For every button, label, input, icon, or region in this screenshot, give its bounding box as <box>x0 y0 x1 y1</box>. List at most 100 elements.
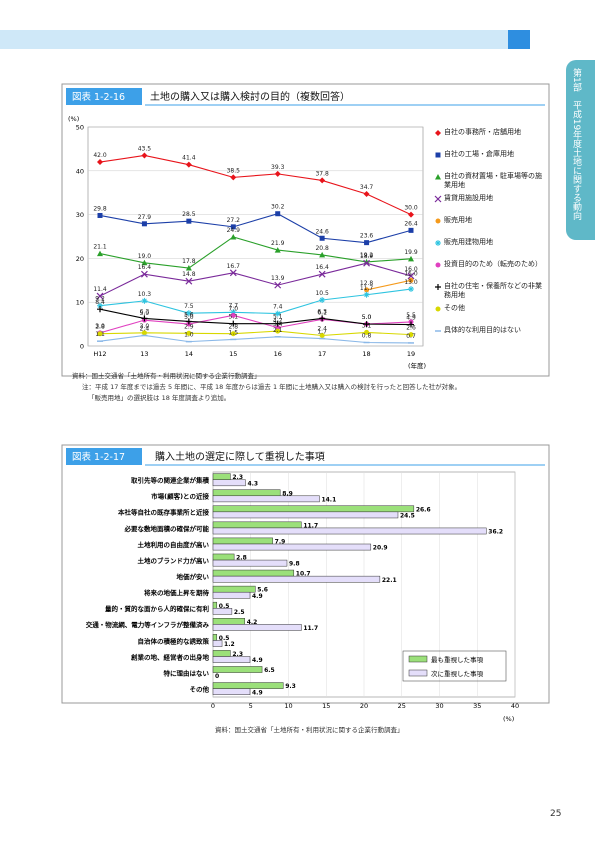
legend-label: 販売用地 <box>444 216 472 224</box>
data-label: 16.4 <box>315 264 329 271</box>
data-label: 4.2 <box>247 619 258 626</box>
bar <box>212 601 218 609</box>
marker <box>319 332 325 338</box>
data-label: 28.5 <box>182 211 196 218</box>
marker <box>97 159 103 166</box>
marker <box>408 227 414 233</box>
legend-label: 販売用建物用地 <box>444 238 493 246</box>
data-label: 3.0 <box>95 323 105 330</box>
bar <box>212 650 231 657</box>
marker <box>363 191 370 198</box>
bar <box>212 688 251 696</box>
chart2-frame <box>61 444 550 704</box>
y-tick-label: 10 <box>76 299 84 307</box>
data-label: 30.2 <box>271 204 285 211</box>
marker <box>364 287 370 293</box>
marker <box>185 161 192 168</box>
y-tick-label: 自治体の積極的な誘致策 <box>138 636 210 645</box>
data-label: 16.7 <box>227 263 241 270</box>
legend-label: 具体的な利用目的はない <box>444 326 521 334</box>
bar <box>212 495 320 503</box>
marker <box>435 130 441 136</box>
marker <box>141 270 148 278</box>
data-label: 5.0 <box>362 314 372 321</box>
y-tick-label: 50 <box>76 124 84 132</box>
bar <box>212 569 295 577</box>
data-label: 2.3 <box>232 474 243 481</box>
data-label: 22.1 <box>382 577 397 584</box>
data-label: 5.0 <box>362 314 372 321</box>
y-tick-label: その他 <box>190 684 210 693</box>
x-tick-label: 30 <box>435 702 443 710</box>
bar <box>212 575 381 583</box>
y-tick-label: 30 <box>76 211 84 219</box>
data-label: 1.7 <box>317 329 327 336</box>
data-label: 17.8 <box>182 258 196 265</box>
bar <box>212 656 251 663</box>
data-label: 27.9 <box>138 214 152 221</box>
data-label: 9.8 <box>289 561 300 568</box>
marker <box>319 251 326 258</box>
data-label: 5.1 <box>229 314 239 321</box>
bar <box>212 537 273 545</box>
x-tick-label: 10 <box>284 702 292 710</box>
data-label: 7.4 <box>273 304 283 311</box>
series-line <box>99 154 412 216</box>
x-tick-label: 5 <box>249 702 253 710</box>
legend-label: その他 <box>444 304 465 312</box>
bar <box>212 634 218 641</box>
legend-entry: 賃貸用施設用地 <box>444 194 493 202</box>
data-label: 19.0 <box>138 253 152 260</box>
y-tick-label: 土地利用の自由度が高い <box>138 540 210 549</box>
data-label: 2.9 <box>184 323 194 330</box>
x-tick-label: 14 <box>185 350 193 358</box>
marker <box>141 315 148 322</box>
marker <box>435 152 441 158</box>
data-label: 5.5 <box>406 312 416 319</box>
x-tick-label: 18 <box>362 350 370 358</box>
marker <box>141 152 148 159</box>
legend-entry: 自社の工場・倉庫用地 <box>444 150 514 158</box>
legend-label: 自社の事務所・店舗用地 <box>444 128 521 136</box>
data-label: 16.4 <box>138 264 152 271</box>
data-label: 43.5 <box>138 145 152 152</box>
side-tab-text: 第1部 平成19年度土地に関する動向 <box>571 68 581 220</box>
marker <box>363 259 370 267</box>
data-label: 1.1 <box>95 331 105 338</box>
data-label: 4.9 <box>252 689 263 696</box>
marker <box>97 331 103 337</box>
marker <box>230 233 237 240</box>
marker <box>363 291 370 298</box>
data-label: 2.8 <box>236 555 247 562</box>
data-label: 2.1 <box>273 327 283 334</box>
data-label: 12.8 <box>360 280 374 287</box>
data-label: 14.1 <box>321 496 336 503</box>
bar <box>212 521 302 529</box>
data-label: 3.0 <box>140 323 150 330</box>
data-label: 5.0 <box>184 314 194 321</box>
data-label: 5.6 <box>257 587 268 594</box>
data-label: 15.0 <box>404 270 418 277</box>
data-label: 2.3 <box>232 651 243 658</box>
bar <box>212 511 399 519</box>
x-tick-label: 17 <box>318 350 326 358</box>
marker <box>434 195 442 203</box>
marker <box>230 320 237 327</box>
data-label: 19.2 <box>360 252 374 259</box>
marker <box>435 218 441 224</box>
data-label: 3.4 <box>273 321 283 328</box>
data-label: 41.4 <box>182 155 196 162</box>
y-tick-label: 土地のブランド力が高い <box>138 556 210 565</box>
legend-box <box>402 650 507 682</box>
data-label: 20.8 <box>315 245 329 252</box>
marker <box>141 330 147 336</box>
data-label: 0.5 <box>219 603 230 610</box>
y-tick-label: 量的・質的な面から人的確保に有利 <box>105 604 210 613</box>
figure-label: 図表 1-2-17 <box>72 451 125 463</box>
data-label: 42.0 <box>93 152 107 159</box>
data-label: 11.7 <box>360 285 374 292</box>
legend-entry: 販売用地 <box>444 216 472 224</box>
marker <box>230 224 236 230</box>
data-label: 18.9 <box>360 253 374 260</box>
